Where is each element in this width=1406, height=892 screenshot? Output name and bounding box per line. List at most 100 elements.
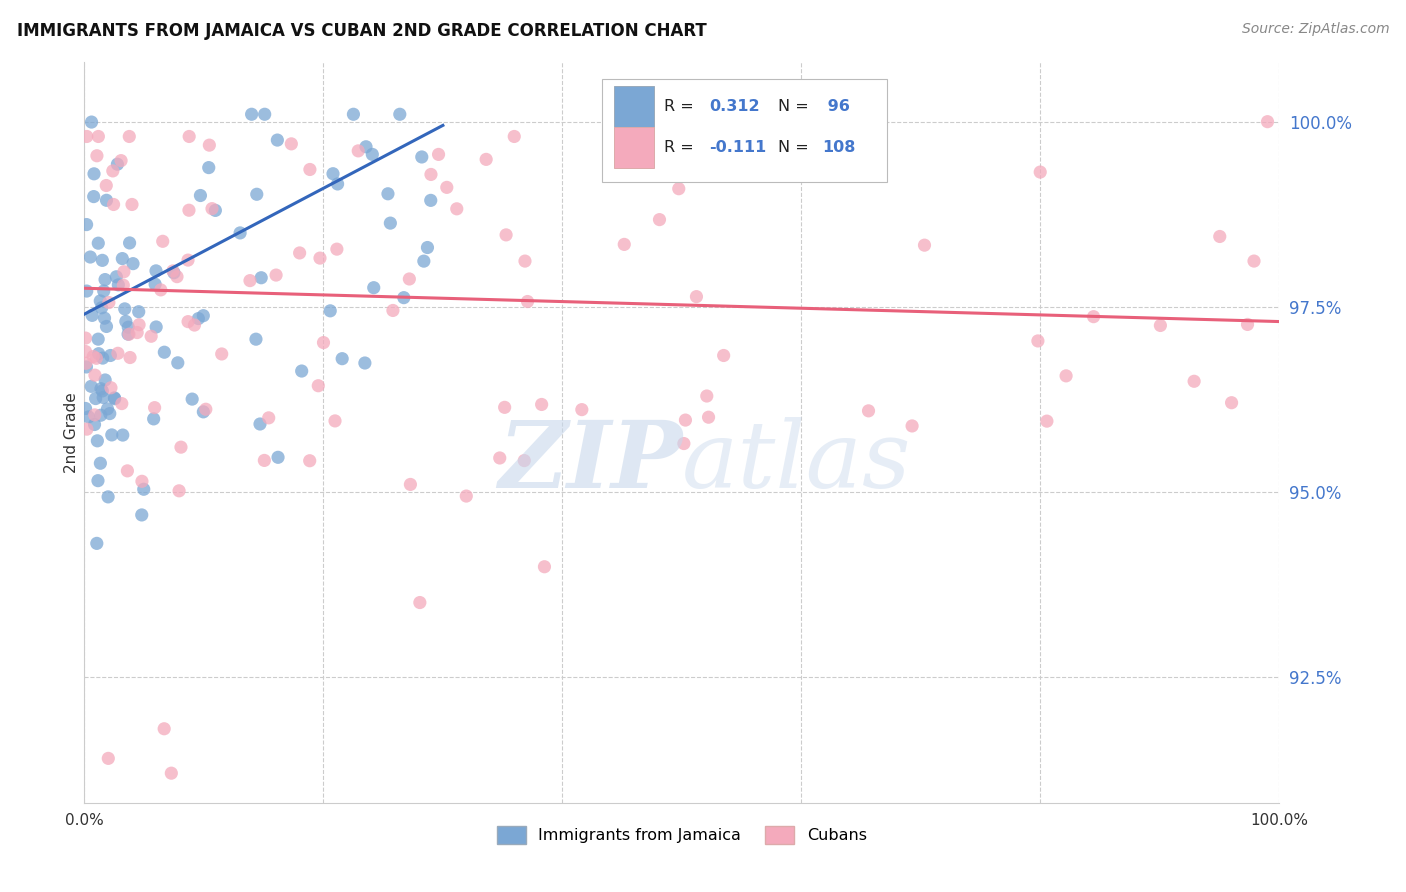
- Point: [312, 335, 335, 350]
- Point: [696, 389, 718, 403]
- Point: [240, 107, 263, 121]
- Point: [84, 368, 107, 383]
- Point: [571, 402, 593, 417]
- Point: [152, 235, 174, 249]
- Point: [87, 332, 110, 346]
- Point: [347, 144, 370, 158]
- Point: [105, 157, 128, 171]
- Point: [97, 490, 120, 504]
- Point: [697, 410, 720, 425]
- Point: [93, 311, 115, 326]
- Point: [409, 595, 432, 609]
- Point: [127, 326, 149, 340]
- Point: [82, 309, 104, 323]
- Point: [267, 450, 290, 465]
- Point: [177, 253, 200, 268]
- Point: [298, 454, 321, 468]
- Point: [97, 295, 120, 310]
- Point: [901, 419, 924, 434]
- Point: [111, 396, 134, 410]
- Point: [1243, 254, 1265, 268]
- Point: [198, 138, 221, 153]
- Point: [229, 226, 252, 240]
- Text: Source: ZipAtlas.com: Source: ZipAtlas.com: [1241, 22, 1389, 37]
- Point: [249, 417, 271, 431]
- Point: [93, 284, 115, 298]
- Point: [436, 180, 458, 194]
- Point: [87, 347, 110, 361]
- Point: [89, 293, 111, 308]
- Point: [1036, 414, 1059, 428]
- Point: [166, 356, 188, 370]
- Point: [177, 315, 200, 329]
- Point: [94, 373, 117, 387]
- Point: [111, 428, 134, 442]
- Point: [131, 508, 153, 522]
- Point: [91, 253, 114, 268]
- Point: [83, 408, 105, 422]
- Point: [298, 162, 321, 177]
- Point: [84, 392, 107, 406]
- Text: R =: R =: [664, 140, 699, 155]
- Text: IMMIGRANTS FROM JAMAICA VS CUBAN 2ND GRADE CORRELATION CHART: IMMIGRANTS FROM JAMAICA VS CUBAN 2ND GRA…: [17, 22, 707, 40]
- Point: [326, 177, 349, 191]
- Point: [145, 320, 167, 334]
- Point: [76, 218, 98, 232]
- Point: [143, 401, 166, 415]
- Point: [118, 351, 141, 365]
- Point: [713, 349, 735, 363]
- Point: [114, 314, 136, 328]
- Point: [82, 350, 104, 364]
- Point: [90, 301, 112, 315]
- Point: [75, 356, 97, 370]
- Point: [83, 189, 105, 203]
- Point: [94, 272, 117, 286]
- FancyBboxPatch shape: [614, 127, 654, 169]
- Point: [530, 397, 553, 411]
- Point: [330, 351, 353, 366]
- Point: [326, 242, 349, 256]
- Point: [361, 147, 384, 161]
- Point: [96, 319, 118, 334]
- Point: [128, 318, 150, 332]
- Point: [190, 188, 212, 202]
- Point: [117, 327, 139, 342]
- Point: [80, 115, 103, 129]
- Point: [110, 153, 132, 168]
- Point: [420, 168, 443, 182]
- Point: [90, 382, 112, 396]
- Point: [675, 413, 697, 427]
- Point: [153, 722, 176, 736]
- Point: [170, 440, 193, 454]
- Point: [107, 346, 129, 360]
- Text: atlas: atlas: [682, 417, 911, 508]
- Point: [76, 284, 98, 298]
- Point: [412, 254, 434, 268]
- Point: [131, 475, 153, 489]
- Point: [1054, 368, 1077, 383]
- Text: 0.312: 0.312: [710, 99, 761, 114]
- Point: [495, 227, 517, 242]
- Point: [141, 329, 163, 343]
- Point: [118, 235, 141, 250]
- Point: [1236, 318, 1258, 332]
- Point: [96, 194, 118, 208]
- Point: [77, 409, 100, 424]
- Point: [416, 240, 439, 254]
- Point: [118, 327, 141, 342]
- Point: [342, 107, 364, 121]
- Point: [309, 251, 332, 265]
- Point: [250, 270, 273, 285]
- Point: [86, 351, 108, 366]
- Point: [264, 268, 287, 282]
- Point: [86, 536, 108, 550]
- Point: [648, 212, 671, 227]
- Point: [253, 453, 276, 467]
- Point: [122, 257, 145, 271]
- Text: 96: 96: [821, 99, 849, 114]
- Point: [107, 277, 129, 292]
- Point: [183, 318, 205, 332]
- Point: [177, 203, 200, 218]
- Point: [1083, 310, 1105, 324]
- Text: N =: N =: [778, 99, 814, 114]
